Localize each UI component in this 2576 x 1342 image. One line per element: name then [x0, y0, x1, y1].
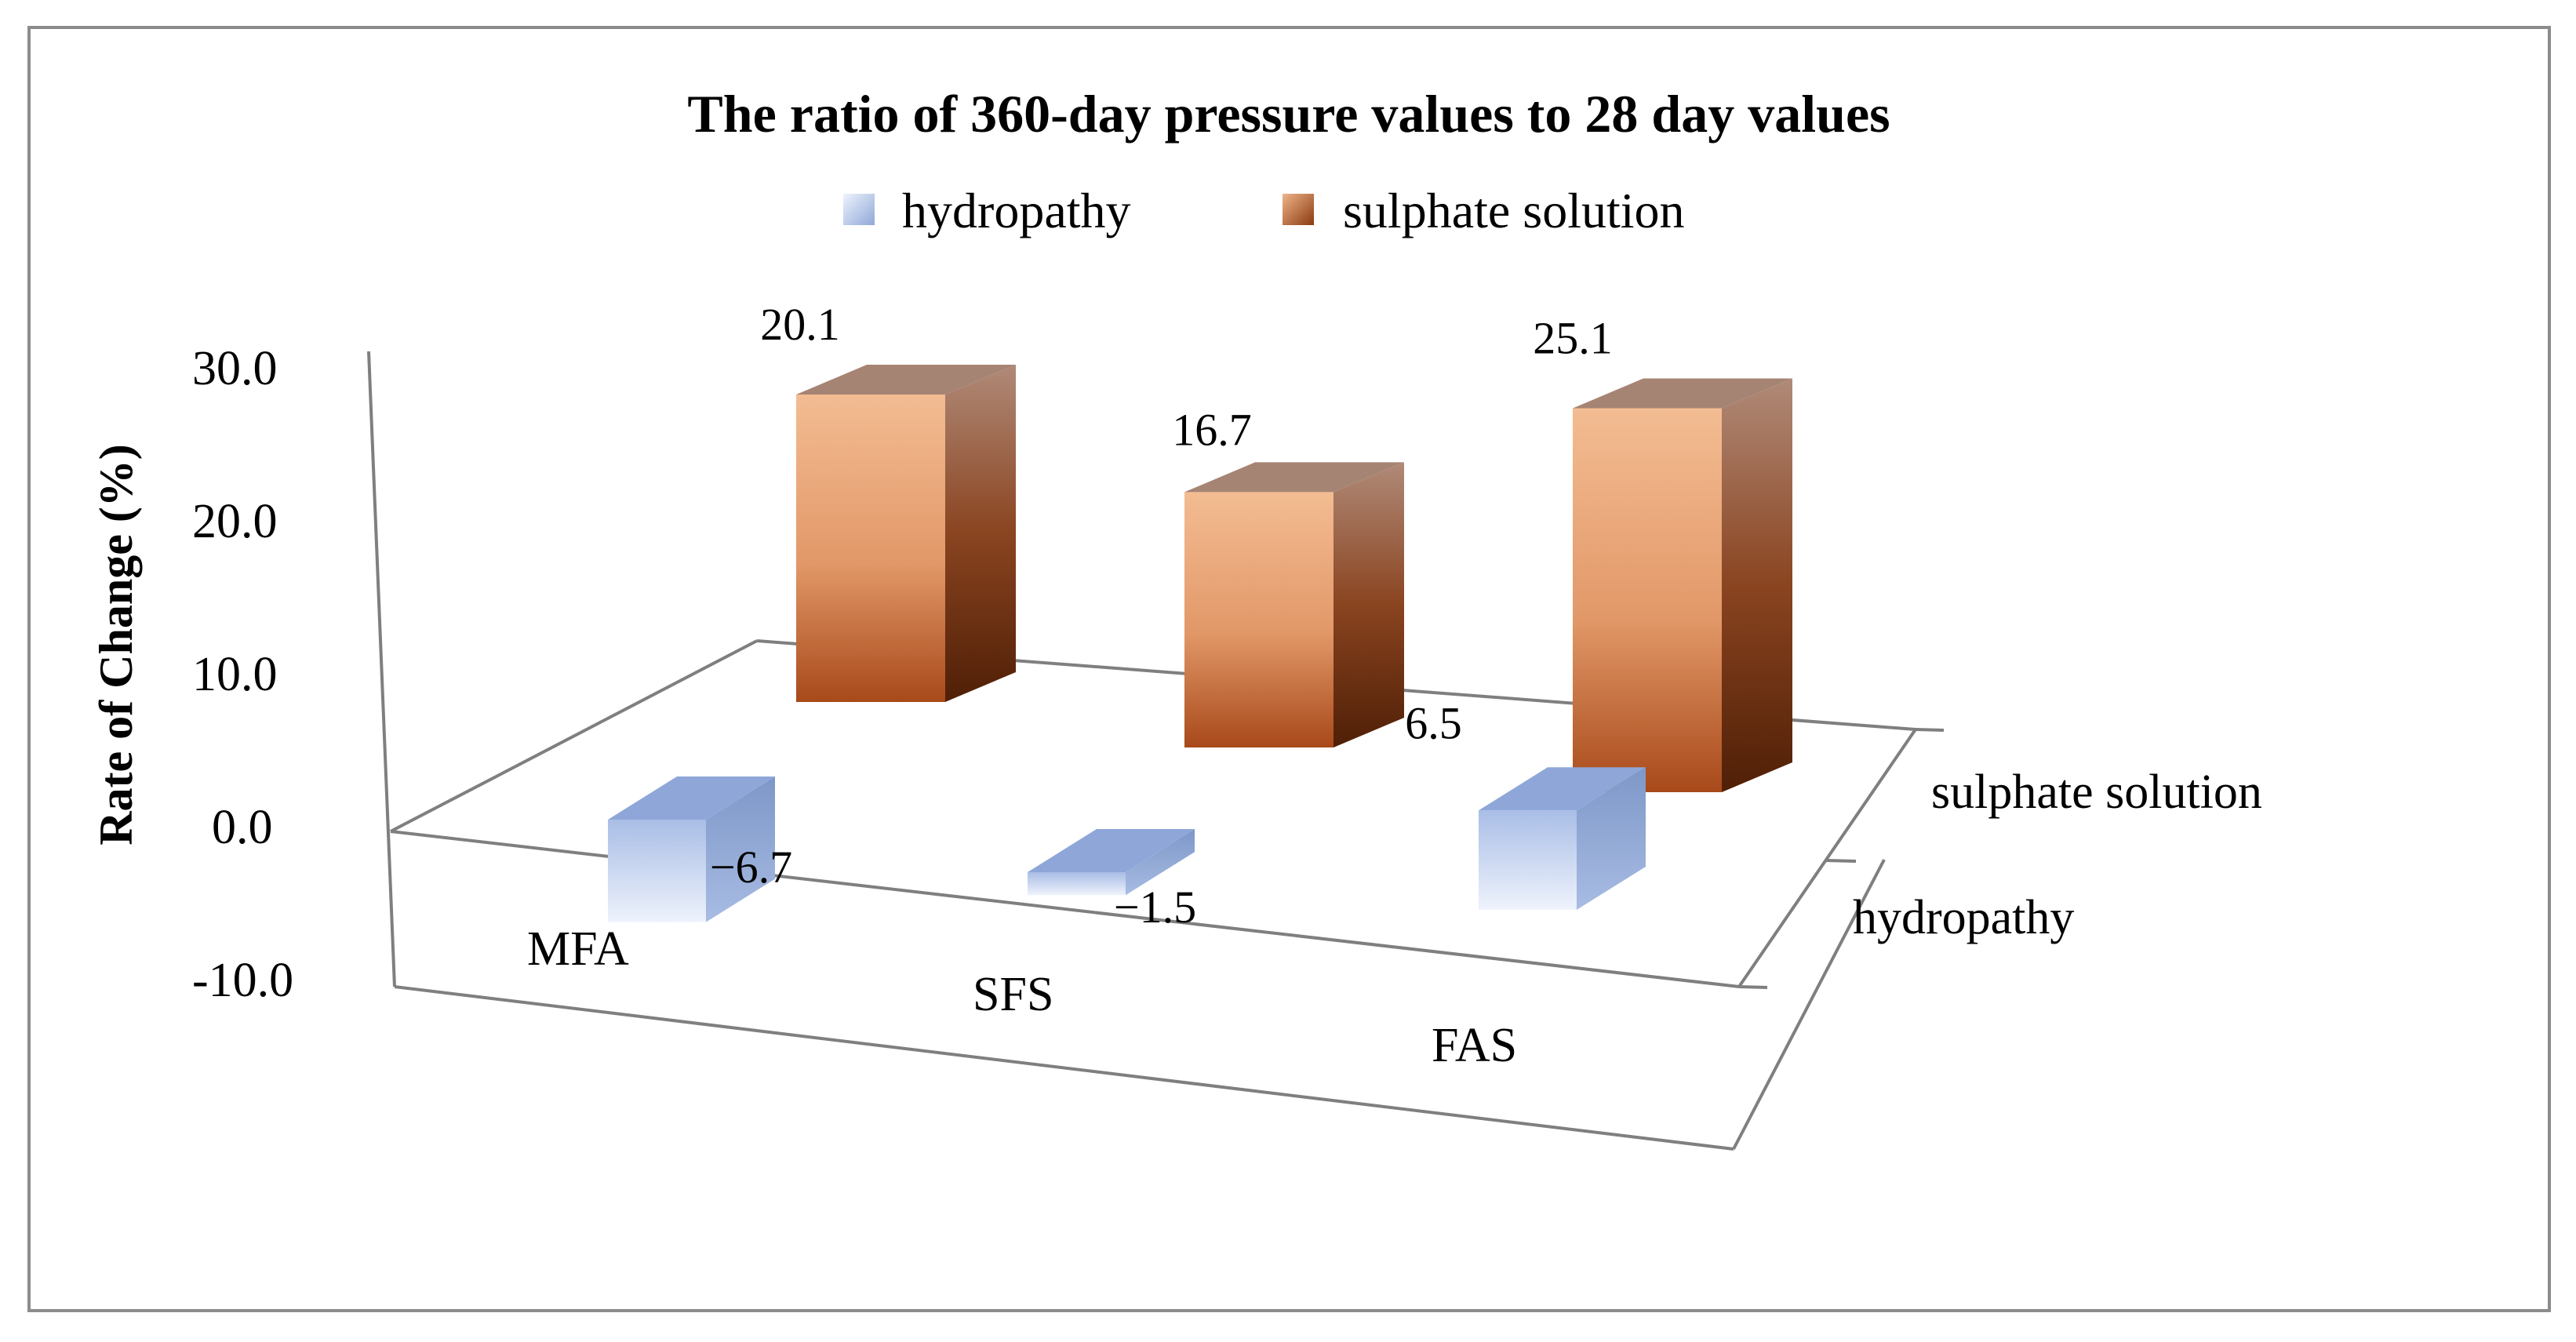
category-label-sfs: SFS [973, 968, 1053, 1021]
bar-top-face [608, 776, 775, 820]
bar-front-face [1479, 810, 1577, 910]
data-labels-layer: 20.1 16.7 25.1 −6.7 −1.5 6.5 [710, 299, 1613, 933]
y-tick-label: -10.0 [192, 954, 293, 1007]
bars-layer [608, 365, 1792, 922]
legend-swatch-sulphate-solution [1283, 194, 1314, 225]
data-label-fas-sulphate-solution: 25.1 [1533, 313, 1613, 364]
legend: hydropathy sulphate solution [843, 183, 1685, 238]
bar-top-face [1028, 829, 1195, 872]
floor-right-edge [1732, 859, 1886, 1150]
bar-side-face [1722, 378, 1792, 792]
bar-top-face [1184, 462, 1404, 493]
bar-top-face [796, 365, 1016, 395]
bar-top-face [1479, 767, 1646, 811]
bar-side-face [945, 365, 1016, 702]
bar-side-face [1126, 829, 1195, 896]
legend-swatch-hydropathy [843, 194, 875, 225]
y-tick-label: 0.0 [212, 801, 273, 854]
depth-tick-1 [1915, 728, 1945, 732]
bar-sfs-sulphate-solution [1184, 462, 1404, 747]
legend-label-hydropathy: hydropathy [902, 183, 1131, 238]
bar-front-face [796, 395, 945, 702]
data-label-mfa-hydropathy: −6.7 [710, 842, 792, 893]
y-tick-label: 30.0 [192, 342, 278, 395]
chart-title: The ratio of 360-day pressure values to … [687, 84, 1890, 144]
bar-fas-hydropathy [1479, 767, 1646, 910]
data-label-fas-hydropathy: 6.5 [1405, 697, 1462, 748]
series-hydropathy [608, 767, 1646, 922]
bar-side-face [1577, 767, 1646, 910]
y-axis-title: Rate of Change (%) [90, 444, 142, 846]
y-tick-labels: 30.0 20.0 10.0 0.0 -10.0 [192, 342, 293, 1007]
category-label-fas: FAS [1432, 1019, 1517, 1072]
y-tick-label: 20.0 [192, 495, 278, 548]
y-axis-line [367, 351, 396, 987]
bar-sfs-hydropathy [1028, 829, 1195, 896]
series-sulphate-solution [796, 365, 1792, 792]
bar-front-face [1573, 408, 1722, 792]
bar-front-face [1184, 492, 1333, 747]
category-label-mfa: MFA [527, 922, 629, 976]
floor-front-edge [394, 985, 1734, 1151]
depth-label-sulphate-solution: sulphate solution [1931, 766, 2262, 819]
bar-fas-sulphate-solution [1573, 378, 1792, 792]
bar-mfa-sulphate-solution [796, 365, 1016, 702]
legend-label-sulphate-solution: sulphate solution [1343, 183, 1685, 238]
data-label-sfs-hydropathy: −1.5 [1114, 882, 1196, 933]
depth-tick-2 [1825, 859, 1857, 863]
bar-side-face [706, 776, 775, 922]
bar-side-face [1333, 462, 1404, 747]
bar-top-face [1573, 378, 1792, 409]
depth-label-hydropathy: hydropathy [1853, 891, 2074, 944]
bar-mfa-hydropathy [608, 776, 775, 922]
bar-front-face [1028, 872, 1126, 896]
bar-front-face [608, 820, 706, 922]
data-label-sfs-sulphate-solution: 16.7 [1172, 404, 1252, 455]
y-tick-label: 10.0 [192, 648, 278, 701]
zero-line-back [390, 639, 758, 833]
data-label-mfa-sulphate-solution: 20.1 [760, 299, 840, 350]
depth-axis-line [1737, 728, 1917, 988]
